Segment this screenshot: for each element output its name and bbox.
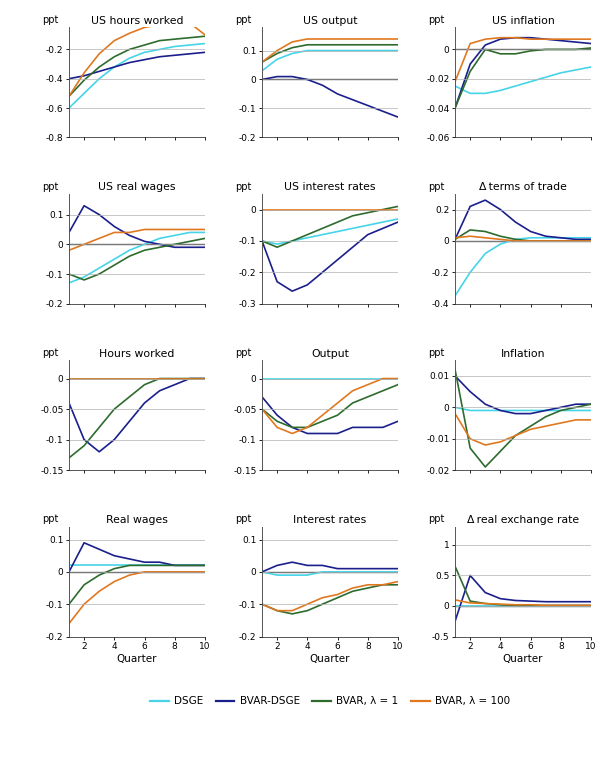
Title: Real wages: Real wages [106,515,168,525]
Title: Δ terms of trade: Δ terms of trade [479,183,567,192]
Text: ppt: ppt [235,182,251,191]
Title: Output: Output [311,349,349,359]
Legend: DSGE, BVAR-DSGE, BVAR, λ = 1, BVAR, λ = 100: DSGE, BVAR-DSGE, BVAR, λ = 1, BVAR, λ = … [150,696,510,706]
Text: ppt: ppt [235,348,251,358]
Title: US inflation: US inflation [491,16,554,26]
Title: Inflation: Inflation [501,349,545,359]
X-axis label: Quarter: Quarter [503,654,543,664]
Text: ppt: ppt [428,15,444,25]
Text: ppt: ppt [428,182,444,191]
Title: US hours worked: US hours worked [91,16,183,26]
Text: ppt: ppt [42,514,58,524]
Title: Δ real exchange rate: Δ real exchange rate [467,515,579,525]
Text: ppt: ppt [235,514,251,524]
Text: ppt: ppt [428,348,444,358]
Title: US interest rates: US interest rates [284,183,376,192]
Title: US real wages: US real wages [98,183,176,192]
X-axis label: Quarter: Quarter [310,654,350,664]
Title: Interest rates: Interest rates [293,515,367,525]
Text: ppt: ppt [42,15,58,25]
Text: ppt: ppt [42,182,58,191]
Text: ppt: ppt [428,514,444,524]
Title: Hours worked: Hours worked [99,349,175,359]
Text: ppt: ppt [235,15,251,25]
Title: US output: US output [303,16,357,26]
Text: ppt: ppt [42,348,58,358]
X-axis label: Quarter: Quarter [117,654,157,664]
